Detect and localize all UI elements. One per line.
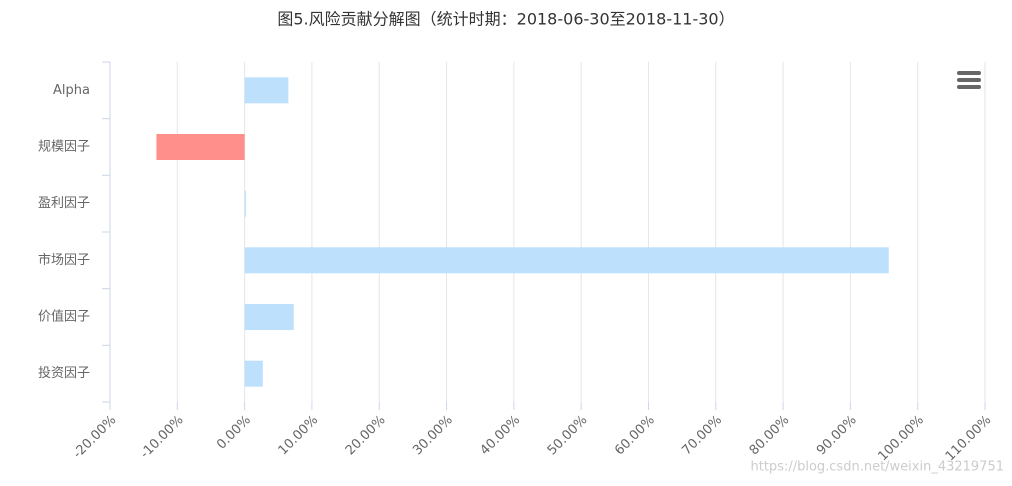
x-tick-label: 60.00%	[612, 413, 658, 459]
y-tick-label: 规模因子	[38, 140, 90, 155]
x-tick-label: -10.00%	[138, 413, 187, 462]
chart-title: 图5.风险贡献分解图（统计时期：2018-06-30至2018-11-30）	[277, 10, 734, 29]
x-tick-label: 80.00%	[747, 413, 793, 459]
bar	[244, 247, 889, 274]
bar	[244, 304, 294, 330]
bar	[244, 360, 263, 387]
y-tick-label: 市场因子	[38, 252, 90, 268]
x-tick-label: 0.00%	[214, 413, 254, 453]
menu-bar	[957, 78, 981, 82]
x-tick-label: 40.00%	[477, 413, 523, 459]
y-tick-label: 盈利因子	[38, 196, 90, 211]
x-tick-label: 30.00%	[410, 413, 456, 459]
plot: -20.00% -10.00% 0.00% 10.00% 20.00% 30.00% 40.…	[38, 61, 995, 465]
menu-bar	[957, 71, 981, 75]
x-tick-label: 110.00%	[943, 413, 995, 465]
x-tick-label: 90.00%	[814, 413, 860, 459]
bar	[244, 77, 289, 104]
y-tick-label: 价值因子	[38, 309, 90, 325]
y-tick-label: 投资因子	[38, 365, 90, 381]
menu-button[interactable]	[957, 71, 981, 89]
bar	[156, 134, 245, 160]
bar	[244, 190, 246, 217]
x-tick-label: 20.00%	[343, 413, 389, 459]
watermark: https://blog.csdn.net/weixin_43219751	[750, 460, 1004, 475]
x-tick-label: -20.00%	[70, 413, 119, 462]
y-tick-label: Alpha	[53, 83, 90, 98]
menu-bar	[957, 85, 981, 89]
x-tick-label: 50.00%	[545, 413, 591, 459]
x-tick-label: 70.00%	[679, 413, 725, 459]
x-tick-label: 10.00%	[276, 413, 322, 459]
x-tick-label: 100.00%	[875, 413, 927, 465]
